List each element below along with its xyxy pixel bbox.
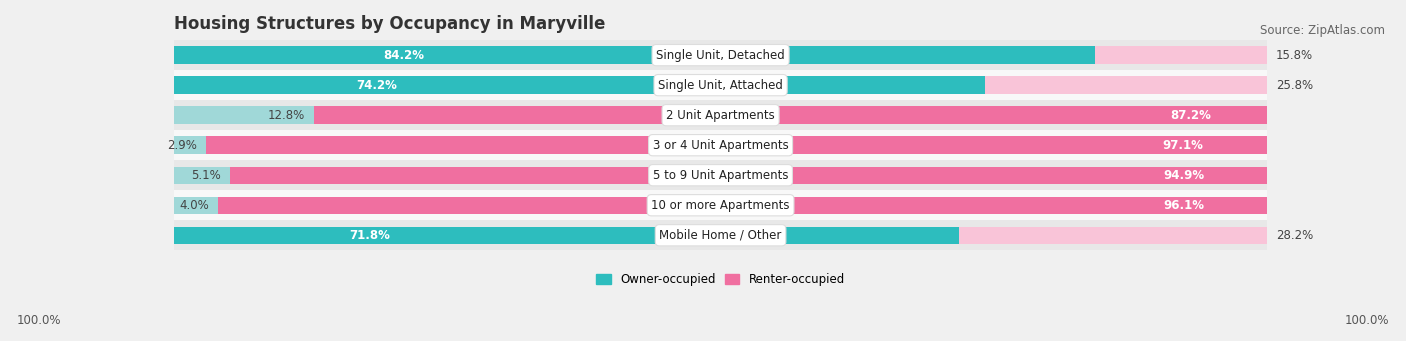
Bar <box>205 136 1267 154</box>
Text: 87.2%: 87.2% <box>1171 109 1212 122</box>
Legend: Owner-occupied, Renter-occupied: Owner-occupied, Renter-occupied <box>592 268 849 291</box>
Bar <box>174 190 1267 220</box>
Bar <box>986 76 1267 94</box>
Bar <box>174 40 1267 70</box>
Bar <box>1094 46 1267 64</box>
Text: 10 or more Apartments: 10 or more Apartments <box>651 199 790 212</box>
Bar <box>174 106 1267 124</box>
Bar <box>174 106 314 124</box>
Bar <box>174 70 1267 100</box>
Text: 97.1%: 97.1% <box>1161 139 1202 152</box>
Text: 100.0%: 100.0% <box>17 314 62 327</box>
Text: 5 to 9 Unit Apartments: 5 to 9 Unit Apartments <box>652 169 789 182</box>
Bar <box>174 136 1267 154</box>
Text: Source: ZipAtlas.com: Source: ZipAtlas.com <box>1260 24 1385 37</box>
Text: 3 or 4 Unit Apartments: 3 or 4 Unit Apartments <box>652 139 789 152</box>
Text: 100.0%: 100.0% <box>1344 314 1389 327</box>
Text: 28.2%: 28.2% <box>1277 229 1313 242</box>
Text: 94.9%: 94.9% <box>1164 169 1205 182</box>
Text: Mobile Home / Other: Mobile Home / Other <box>659 229 782 242</box>
Text: 96.1%: 96.1% <box>1164 199 1205 212</box>
Bar <box>174 76 986 94</box>
Bar <box>174 100 1267 130</box>
Bar <box>174 166 229 184</box>
Bar <box>218 196 1268 214</box>
Bar <box>174 196 218 214</box>
Text: 74.2%: 74.2% <box>356 79 396 92</box>
Bar <box>314 106 1267 124</box>
Text: Single Unit, Attached: Single Unit, Attached <box>658 79 783 92</box>
Text: 2 Unit Apartments: 2 Unit Apartments <box>666 109 775 122</box>
Text: 15.8%: 15.8% <box>1277 49 1313 62</box>
Text: 84.2%: 84.2% <box>384 49 425 62</box>
Bar <box>174 76 1267 94</box>
Text: 4.0%: 4.0% <box>179 199 209 212</box>
Bar <box>174 136 205 154</box>
Text: Single Unit, Detached: Single Unit, Detached <box>657 49 785 62</box>
Bar <box>174 160 1267 190</box>
Bar <box>174 46 1267 64</box>
Text: 12.8%: 12.8% <box>267 109 305 122</box>
Bar <box>229 166 1267 184</box>
Bar <box>174 226 1267 244</box>
Bar <box>174 166 1267 184</box>
Text: 71.8%: 71.8% <box>350 229 391 242</box>
Text: 25.8%: 25.8% <box>1277 79 1313 92</box>
Text: 5.1%: 5.1% <box>191 169 221 182</box>
Bar <box>174 220 1267 250</box>
Text: 2.9%: 2.9% <box>167 139 197 152</box>
Bar <box>174 226 959 244</box>
Bar <box>959 226 1267 244</box>
Bar <box>174 196 1267 214</box>
Bar <box>174 130 1267 160</box>
Bar <box>174 46 1094 64</box>
Text: Housing Structures by Occupancy in Maryville: Housing Structures by Occupancy in Maryv… <box>174 15 605 33</box>
